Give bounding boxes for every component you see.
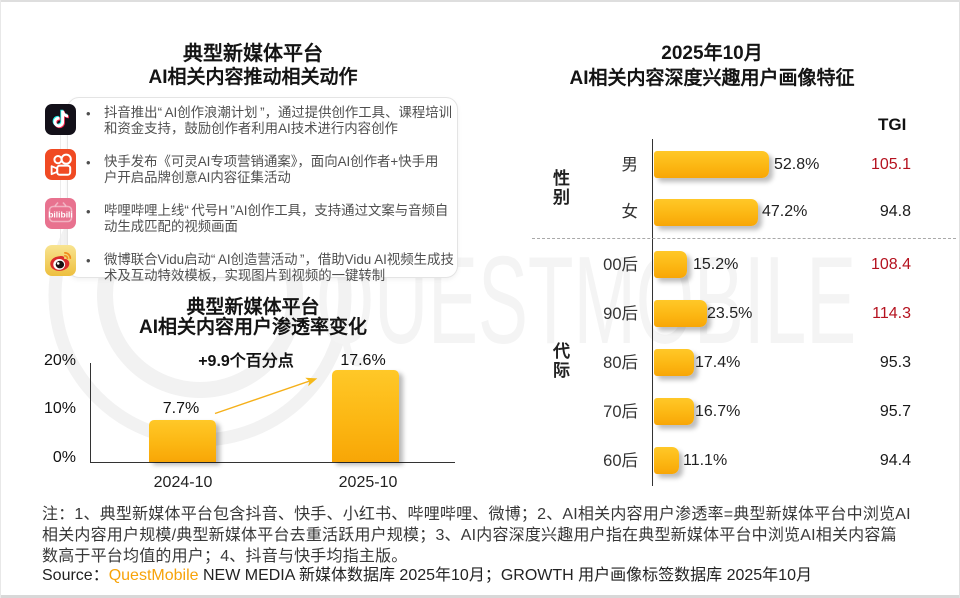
svg-text:bilibili: bilibili	[48, 209, 73, 219]
